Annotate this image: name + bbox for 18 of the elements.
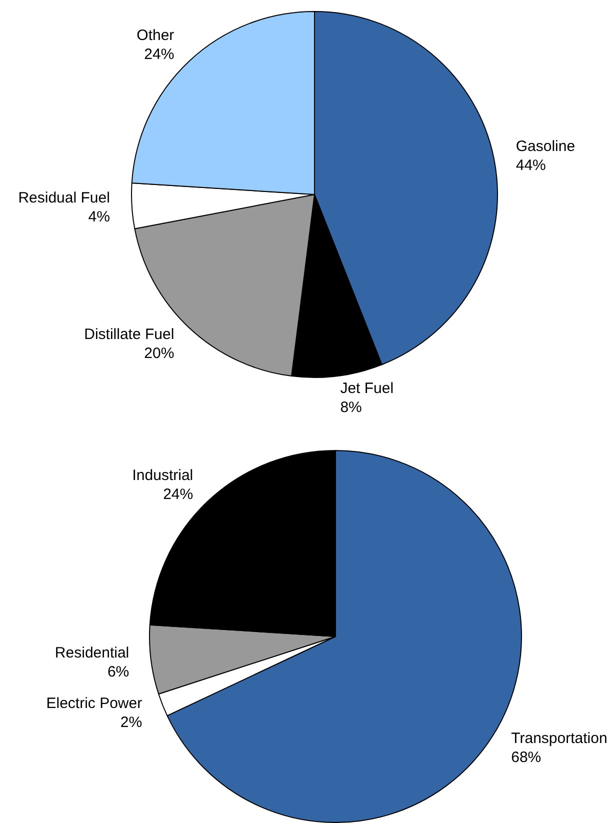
data-label: 24% xyxy=(144,46,174,64)
slice-label: Gasoline xyxy=(516,138,576,156)
data-label: 68% xyxy=(511,748,542,766)
slice-label: Distillate Fuel xyxy=(84,326,174,343)
slice-label: Residential xyxy=(54,644,130,662)
slice-label: Electric Power xyxy=(46,695,142,712)
slice-label: Industrial xyxy=(132,466,194,484)
data-label: 8% xyxy=(340,398,362,416)
data-label: 2% xyxy=(120,714,142,732)
data-label: 24% xyxy=(163,486,194,503)
slice-label: Other xyxy=(136,27,174,44)
data-label: 4% xyxy=(88,208,110,226)
data-label: 20% xyxy=(144,344,174,362)
slice-label: Transportation xyxy=(511,730,608,747)
slice-label: Residual Fuel xyxy=(18,189,110,206)
slice-label: Jet Fuel xyxy=(340,380,394,397)
data-label: 44% xyxy=(516,157,546,174)
data-label: 6% xyxy=(107,664,130,681)
